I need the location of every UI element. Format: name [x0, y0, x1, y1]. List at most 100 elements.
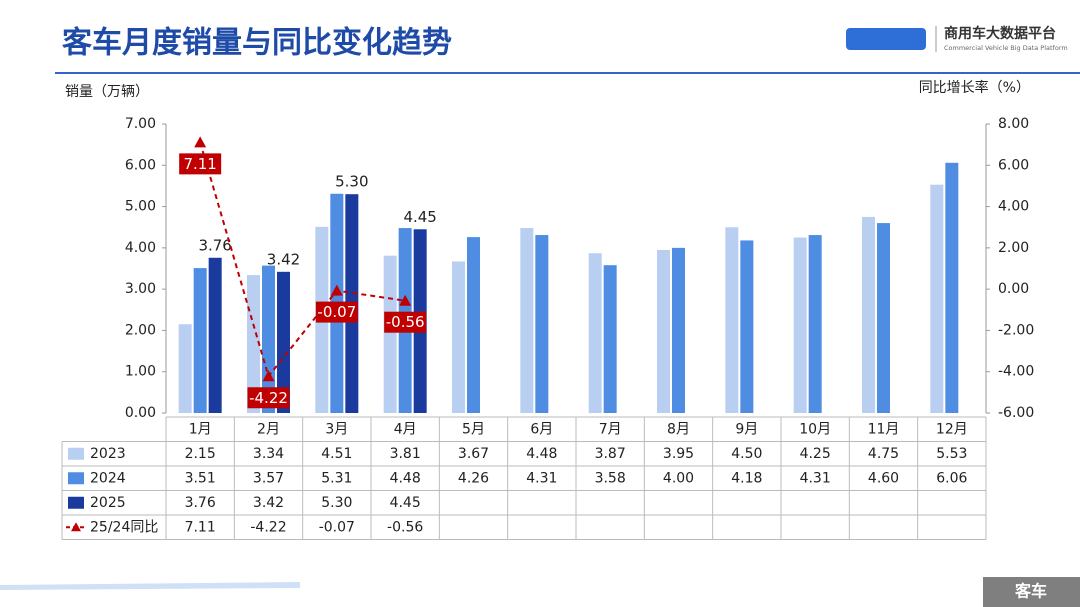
- x-tick-label: 8月: [667, 421, 690, 437]
- table-cell: 7.11: [185, 519, 216, 535]
- x-tick-label: 1月: [189, 421, 212, 437]
- bar: [793, 237, 807, 413]
- y2-tick-label: 8.00: [998, 116, 1029, 132]
- bar: [588, 253, 602, 413]
- x-tick-label: 9月: [735, 421, 758, 437]
- data-label-box: [384, 311, 427, 333]
- bar: [672, 247, 685, 413]
- bar: [262, 265, 275, 413]
- y2-tick-label: 0.00: [998, 281, 1029, 297]
- table-cell: 4.60: [868, 470, 899, 486]
- table-cell: 3.34: [253, 446, 284, 462]
- bar-value-label: 3.76: [198, 236, 231, 254]
- y-tick-label: 0.00: [125, 405, 156, 421]
- data-label-box: [247, 387, 290, 409]
- table-cell: 4.45: [390, 495, 421, 511]
- x-tick-label: 6月: [530, 421, 553, 437]
- line: [199, 142, 406, 379]
- legend-swatch: [68, 472, 84, 485]
- bar: [945, 162, 959, 413]
- table-cell: 4.48: [526, 446, 557, 462]
- bar: [193, 268, 207, 413]
- table-cell: 4.26: [458, 470, 489, 486]
- bar: [178, 324, 192, 413]
- logo-text: 商用车大数据平台: [944, 25, 1056, 42]
- table-cell: 5.31: [321, 470, 352, 486]
- bar-value-label: 3.42: [267, 250, 300, 268]
- table-cell: -0.56: [387, 519, 423, 535]
- x-tick-label: 10月: [799, 421, 831, 437]
- decor-road: [0, 582, 300, 590]
- table-cell: 2.15: [185, 446, 216, 462]
- table-cell: 3.81: [390, 446, 421, 462]
- y2-tick-label: 4.00: [998, 199, 1029, 215]
- x-tick-label: 2月: [257, 421, 280, 437]
- y-axis-label: 销量（万辆）: [65, 84, 149, 100]
- y2-tick-label: -2.00: [998, 322, 1034, 338]
- table-cell: 4.00: [663, 470, 694, 486]
- bar: [877, 223, 890, 413]
- y2-tick-label: 2.00: [998, 240, 1029, 256]
- bar: [520, 228, 534, 413]
- bar: [740, 240, 754, 413]
- x-tick-label: 12月: [936, 421, 968, 437]
- table-cell: 3.87: [595, 446, 626, 462]
- x-tick-label: 3月: [325, 421, 348, 437]
- table-cell: 4.75: [868, 446, 899, 462]
- x-tick-label: 4月: [394, 421, 417, 437]
- table-cell: 5.53: [936, 446, 967, 462]
- table-cell: 5.30: [321, 495, 352, 511]
- bar-value-label: 5.30: [335, 173, 368, 191]
- table-cell: 4.25: [800, 446, 831, 462]
- line-value-label: -0.56: [386, 313, 425, 331]
- bar: [383, 255, 397, 413]
- table-cell: 4.31: [526, 470, 557, 486]
- bar: [452, 261, 465, 413]
- table-cell: 3.42: [253, 495, 284, 511]
- table-cell: 3.67: [458, 446, 489, 462]
- x-tick-label: 5月: [462, 421, 485, 437]
- bar: [603, 265, 617, 413]
- table-cell: 4.50: [731, 446, 762, 462]
- legend-label: 2024: [90, 470, 126, 486]
- x-tick-label: 7月: [599, 421, 622, 437]
- table-cell: -0.07: [319, 519, 355, 535]
- page-title: 客车月度销量与同比变化趋势: [62, 26, 452, 61]
- y-tick-label: 6.00: [125, 157, 156, 173]
- y-tick-label: 3.00: [125, 281, 156, 297]
- bar: [930, 184, 944, 413]
- bar: [725, 227, 739, 413]
- data-label-box: [315, 301, 358, 323]
- data-label-box: [179, 153, 222, 175]
- bar: [657, 249, 670, 413]
- line-marker: [330, 284, 343, 296]
- table-cell: 4.51: [321, 446, 352, 462]
- table-cell: -4.22: [250, 519, 286, 535]
- line-marker: [399, 294, 412, 306]
- bar: [535, 235, 549, 413]
- table-cell: 3.95: [663, 446, 694, 462]
- y-tick-label: 1.00: [125, 364, 156, 380]
- bar: [208, 257, 222, 413]
- y-tick-label: 4.00: [125, 240, 156, 256]
- y2-tick-label: -6.00: [998, 405, 1034, 421]
- table-cell: 4.18: [731, 470, 762, 486]
- logo-mark: [846, 28, 926, 50]
- y2-tick-label: -4.00: [998, 364, 1034, 380]
- line-value-label: 7.11: [183, 155, 216, 173]
- line-marker: [194, 136, 207, 148]
- line-marker: [262, 370, 275, 382]
- y2-axis-label: 同比增长率（%）: [919, 79, 1030, 96]
- footer-tag: 客车: [1015, 582, 1047, 601]
- bar: [247, 275, 260, 413]
- bar-value-label: 4.45: [403, 208, 436, 226]
- logo-subtitle: Commercial Vehicle Big Data Platform: [944, 44, 1068, 52]
- bar: [808, 235, 822, 413]
- footer-tag-box: [983, 577, 1080, 607]
- line-value-label: -4.22: [249, 389, 288, 407]
- legend-swatch: [68, 496, 84, 509]
- legend-label: 25/24同比: [90, 519, 158, 535]
- table-cell: 3.57: [253, 470, 284, 486]
- legend-label: 2025: [90, 495, 126, 511]
